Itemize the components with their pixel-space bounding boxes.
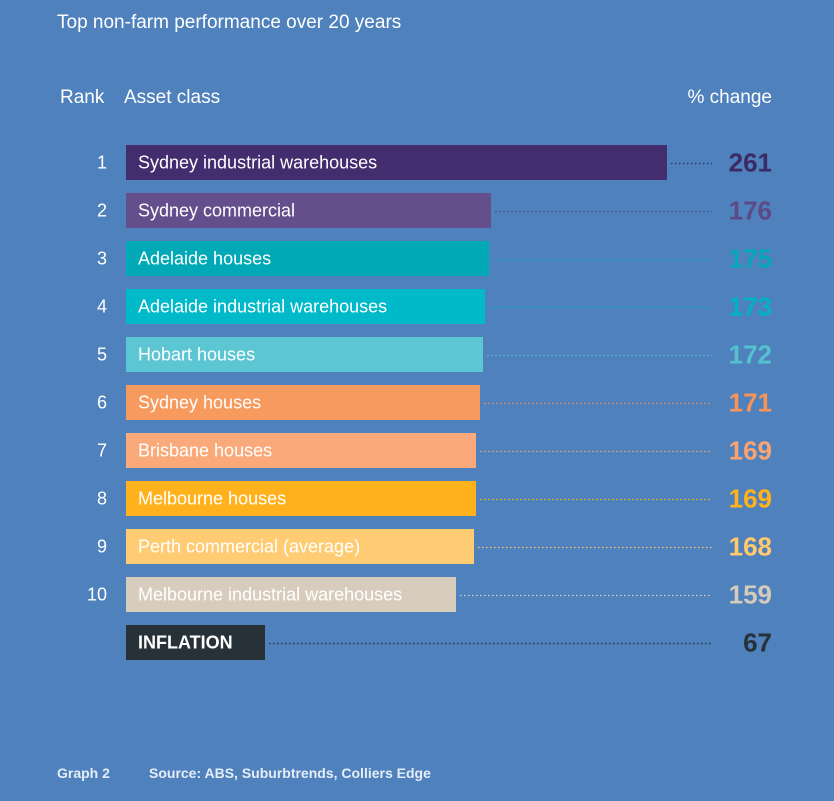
value-label: 67 — [743, 628, 772, 658]
bar — [126, 577, 456, 612]
bar-label: Hobart houses — [138, 345, 255, 365]
rank-label: 1 — [97, 153, 107, 173]
rank-label: 5 — [97, 345, 107, 365]
rank-header: Rank — [60, 87, 105, 108]
bar-label: Brisbane houses — [138, 441, 272, 461]
bar-label: Sydney houses — [138, 393, 261, 413]
bar — [126, 145, 667, 180]
bar — [126, 289, 485, 324]
value-label: 173 — [729, 292, 772, 322]
source-note: Source: ABS, Suburbtrends, Colliers Edge — [149, 765, 431, 781]
bar — [126, 481, 476, 516]
rank-label: 6 — [97, 393, 107, 413]
bar — [126, 241, 489, 276]
rank-label: 2 — [97, 201, 107, 221]
value-label: 168 — [729, 532, 772, 562]
bar — [126, 337, 483, 372]
rank-label: 9 — [97, 537, 107, 557]
value-label: 175 — [729, 244, 772, 274]
bar-label: Sydney commercial — [138, 201, 295, 221]
value-label: 172 — [729, 340, 772, 370]
value-label: 176 — [729, 196, 772, 226]
bar-label: Sydney industrial warehouses — [138, 153, 377, 173]
graph-number: Graph 2 — [57, 765, 110, 781]
rank-label: 10 — [87, 585, 107, 605]
bar-label: Adelaide industrial warehouses — [138, 297, 387, 317]
bar — [126, 433, 476, 468]
asset-class-header: Asset class — [124, 87, 221, 108]
rank-label: 4 — [97, 297, 107, 317]
bar-label: INFLATION — [138, 633, 233, 653]
bar — [126, 385, 480, 420]
bar-label: Melbourne industrial warehouses — [138, 585, 402, 605]
bar — [126, 625, 265, 660]
bar — [126, 529, 474, 564]
value-label: 171 — [729, 388, 772, 418]
rank-label: 8 — [97, 489, 107, 509]
value-label: 159 — [729, 580, 772, 610]
bar-label: Perth commercial (average) — [138, 537, 360, 557]
bar-label: Adelaide houses — [138, 249, 271, 269]
chart-title: Top non-farm performance over 20 years — [57, 12, 402, 33]
percent-change-header: % change — [687, 87, 772, 108]
value-label: 169 — [729, 484, 772, 514]
value-label: 169 — [729, 436, 772, 466]
bar-label: Melbourne houses — [138, 489, 286, 509]
bar — [126, 193, 491, 228]
rank-label: 7 — [97, 441, 107, 461]
rank-label: 3 — [97, 249, 107, 269]
value-label: 261 — [729, 148, 772, 178]
